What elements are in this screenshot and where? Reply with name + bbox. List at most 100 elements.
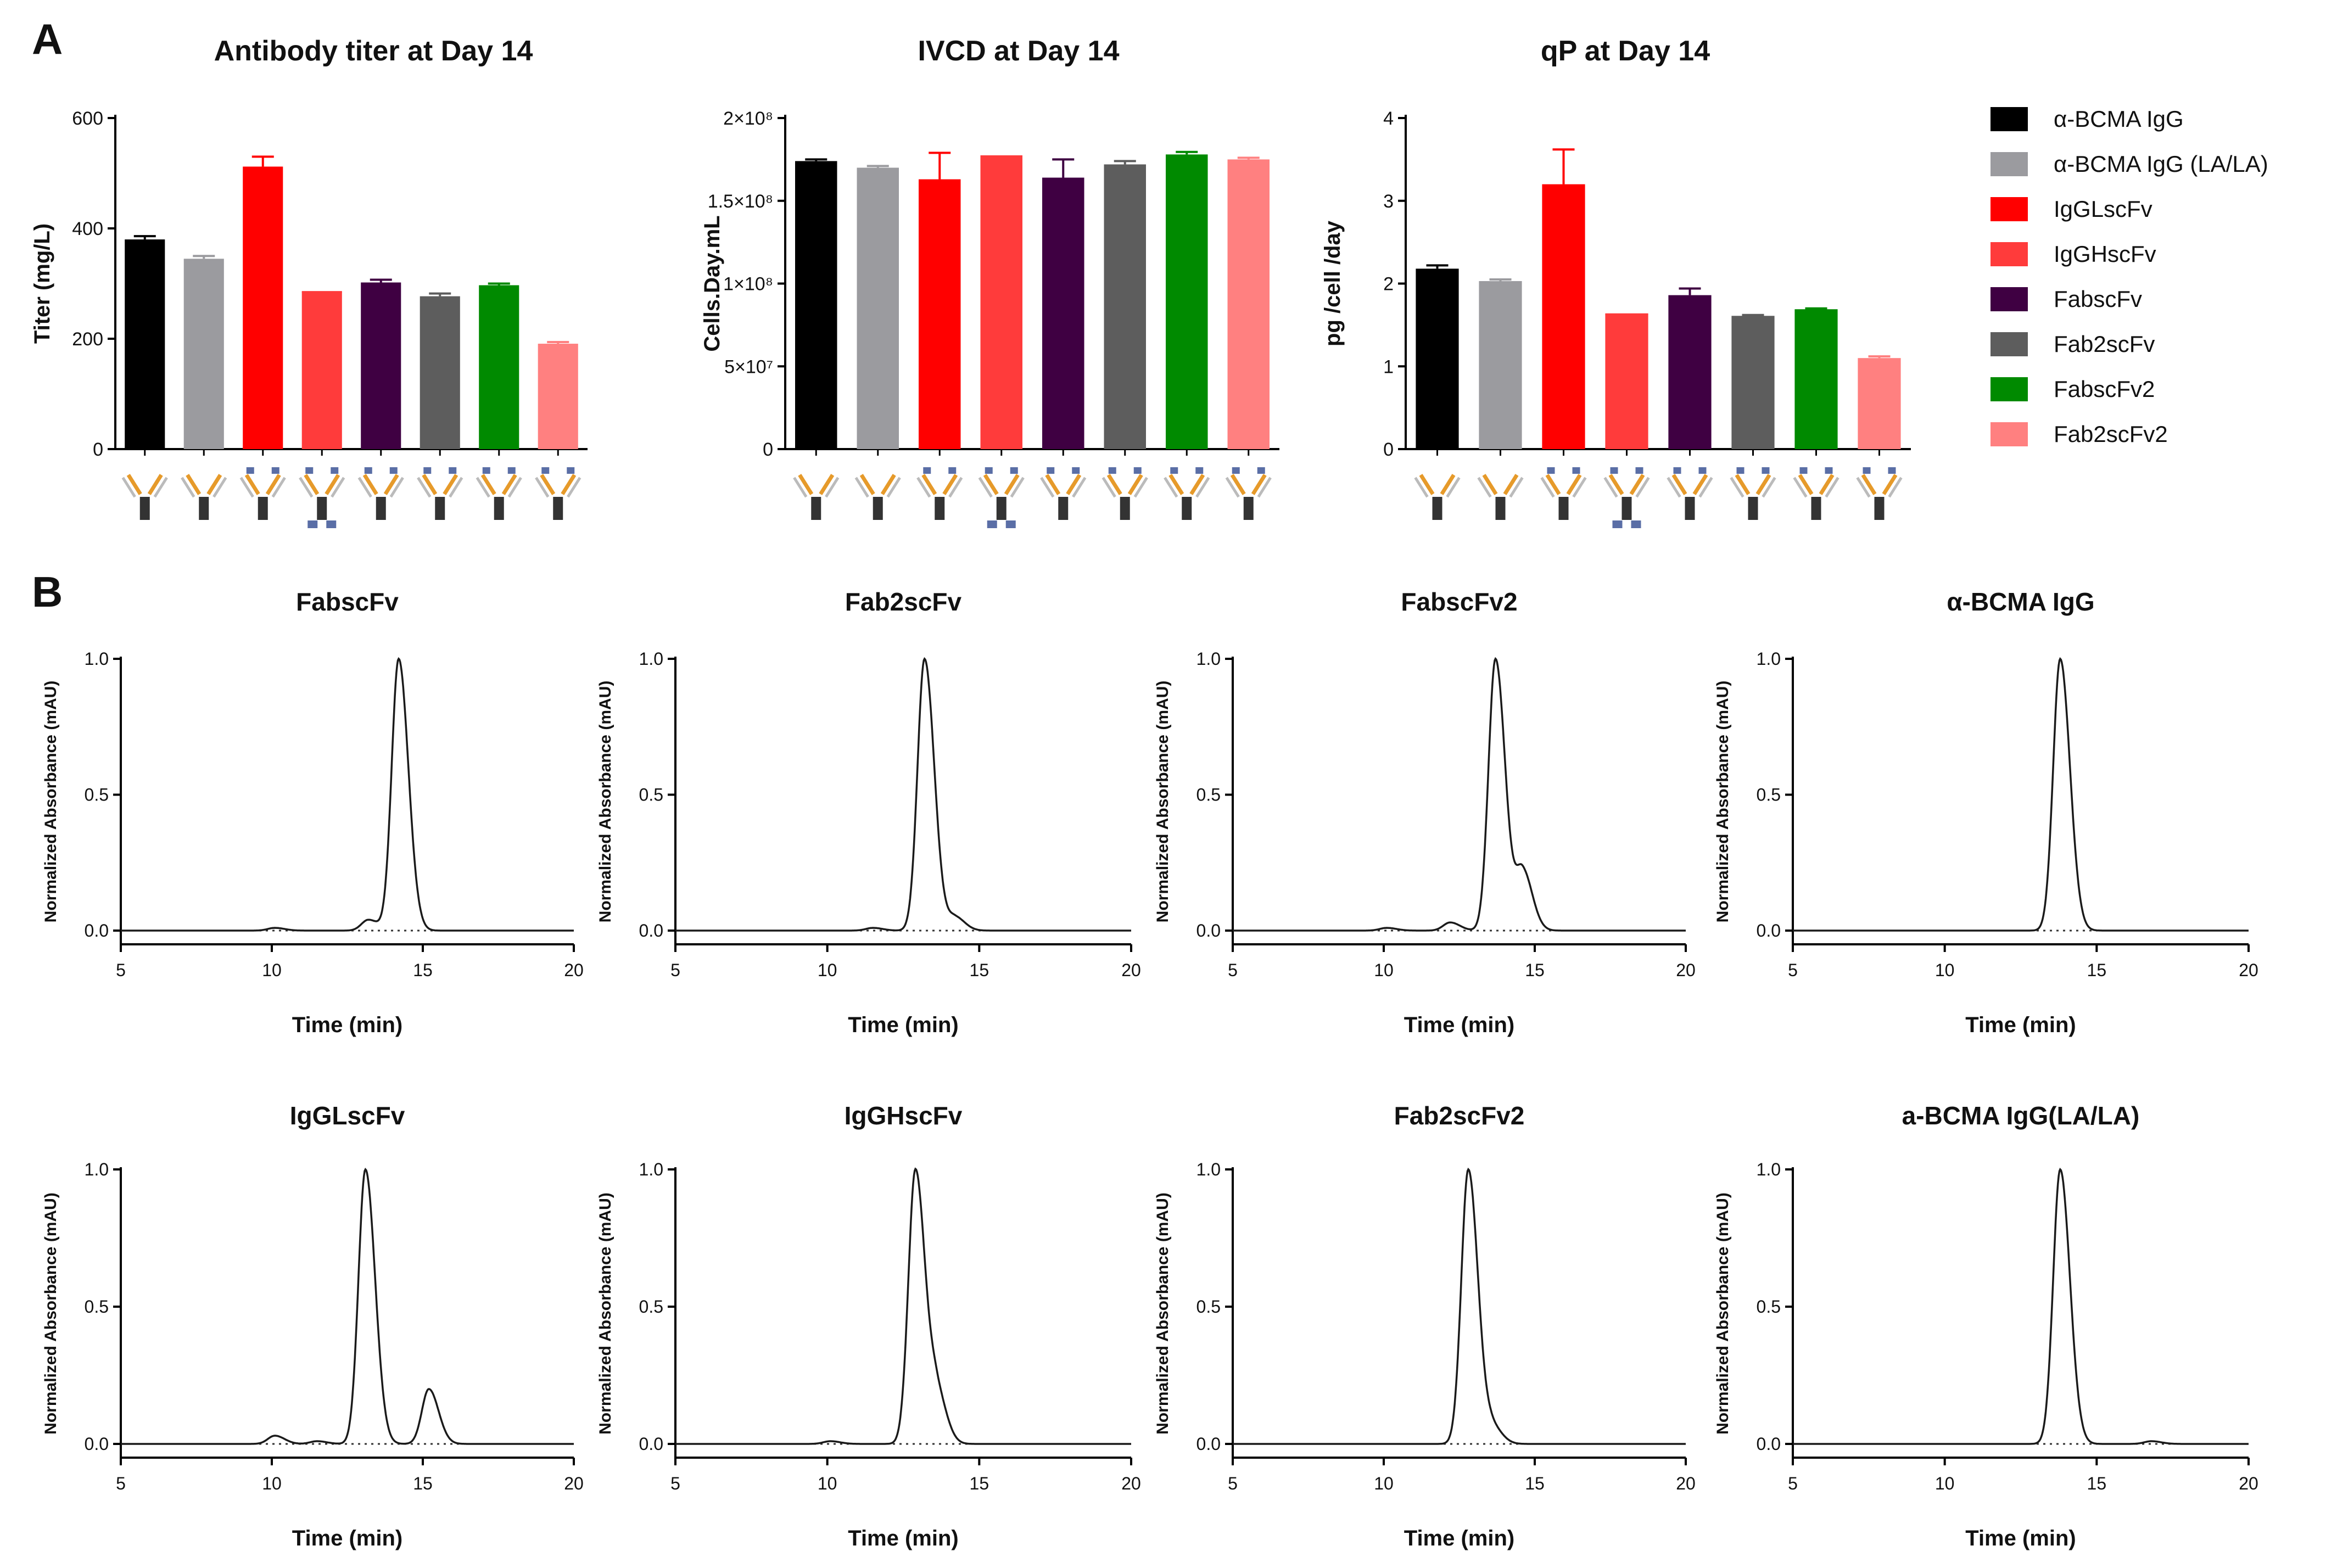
scfv-block-right xyxy=(1888,467,1896,474)
fab-light-right xyxy=(1446,477,1461,498)
fab-light-right xyxy=(1698,477,1713,498)
fab-arm-left xyxy=(1106,474,1122,495)
y-tick-label: 200 xyxy=(72,329,103,350)
fab-arm-right xyxy=(443,474,459,495)
x-tick-label: 5 xyxy=(1788,960,1798,980)
antibody-format-icon-2 xyxy=(239,467,286,520)
y-tick-label: 0.5 xyxy=(1757,785,1781,805)
fab-light-right xyxy=(153,477,168,498)
y-tick-label: 0.0 xyxy=(1757,1434,1781,1454)
fab-arm-left xyxy=(1482,474,1498,495)
scfv-block-right xyxy=(507,467,516,474)
fab-light-left xyxy=(1793,477,1808,498)
y-axis-label: Cells.Day.mL xyxy=(700,215,724,351)
bar-7 xyxy=(538,344,578,449)
fab-light-right xyxy=(1010,477,1025,498)
x-tick-label: 10 xyxy=(1935,1474,1955,1493)
y-tick-label: 5×10⁷ xyxy=(724,356,773,377)
x-tick-label: 10 xyxy=(1935,960,1955,980)
fc-stem xyxy=(317,497,327,520)
panel-letter-b: B xyxy=(32,568,63,616)
antibody-format-icon-7 xyxy=(535,467,582,520)
fab-arm-left xyxy=(304,474,320,495)
antibody-format-icon-2 xyxy=(1540,467,1587,520)
antibody-format-icon-4 xyxy=(357,467,404,520)
bar-6 xyxy=(479,285,519,449)
y-tick-label: 0.5 xyxy=(639,1297,663,1317)
fab-light-left xyxy=(417,477,432,498)
fab-light-left xyxy=(1414,477,1429,498)
fab-light-right xyxy=(1825,477,1839,498)
fab-light-left xyxy=(1164,477,1178,498)
x-tick-label: 10 xyxy=(1374,1474,1394,1493)
legend-swatch-4 xyxy=(1990,287,2028,311)
scfv-block-right xyxy=(1635,467,1643,474)
scfv-block-right xyxy=(1195,467,1204,474)
fab-arm-left xyxy=(798,474,814,495)
scfv-block-right xyxy=(567,467,575,474)
antibody-format-icon-7 xyxy=(1856,467,1903,520)
y-tick-label: 0.5 xyxy=(639,785,663,805)
legend-label-0: α-BCMA IgG xyxy=(2054,106,2184,132)
legend-swatch-5 xyxy=(1990,332,2028,356)
fc-stem xyxy=(1495,497,1506,520)
chromatogram-3: α-BCMA IgG Normalized Absorbance (mAU) Tim… xyxy=(1714,587,2258,1037)
scfv-block-bottom-right xyxy=(326,520,337,528)
chromatogram-2: FabscFv2 Normalized Absorbance (mAU) Time … xyxy=(1154,587,1696,1037)
y-axis-label: Normalized Absorbance (mAU) xyxy=(1154,1192,1172,1435)
fab-arm-left xyxy=(1798,474,1814,495)
bar-1 xyxy=(183,259,224,449)
bar-0 xyxy=(1416,268,1459,449)
scfv-block-right xyxy=(1072,467,1080,474)
fab-light-left xyxy=(1667,477,1681,498)
legend-label-2: IgGLscFv xyxy=(2054,196,2152,222)
fab-light-left xyxy=(1603,477,1618,498)
bar-4 xyxy=(1668,295,1712,449)
fab-light-right xyxy=(449,477,463,498)
fab-arm-right xyxy=(942,474,958,495)
x-tick-label: 5 xyxy=(116,1474,126,1493)
y-tick-label: 1.0 xyxy=(639,1160,663,1179)
fab-light-left xyxy=(978,477,993,498)
scfv-block-right xyxy=(389,467,398,474)
fab-arm-right xyxy=(1066,474,1082,495)
legend-swatch-1 xyxy=(1990,152,2028,176)
chromatogram-0: FabscFv Normalized Absorbance (mAU) Time (… xyxy=(42,587,584,1037)
scfv-block-right xyxy=(1762,467,1770,474)
fc-stem xyxy=(1558,497,1569,520)
y-tick-label: 2 xyxy=(1383,274,1394,295)
fab-arm-left xyxy=(1168,474,1184,495)
antibody-format-icon-5 xyxy=(1730,467,1776,520)
fab-arm-left xyxy=(983,474,999,495)
x-axis-label: Time (min) xyxy=(1965,1013,2076,1037)
fab-arm-right xyxy=(1755,474,1771,495)
fab-arm-left xyxy=(1671,474,1687,495)
fab-light-left xyxy=(121,477,136,498)
fc-stem xyxy=(258,497,268,520)
chart-title: IVCD at Day 14 xyxy=(918,35,1119,67)
antibody-format-icon-3 xyxy=(1603,467,1650,528)
y-tick-label: 0.5 xyxy=(1196,1297,1221,1317)
y-tick-label: 0.0 xyxy=(639,921,663,940)
fab-arm-left xyxy=(1735,474,1751,495)
fab-light-left xyxy=(299,477,314,498)
chart-title: qP at Day 14 xyxy=(1541,35,1710,67)
chromatogram-trace xyxy=(121,1167,574,1445)
antibody-format-icon-1 xyxy=(1477,474,1524,520)
chromatogram-title: IgGLscFv xyxy=(290,1101,405,1130)
scfv-block-left xyxy=(1232,467,1240,474)
bar-7 xyxy=(1858,358,1901,449)
fc-stem xyxy=(1120,497,1130,520)
fab-light-right xyxy=(1888,477,1903,498)
scfv-block-bottom-left xyxy=(307,520,318,528)
chromatogram-6: Fab2scFv2 Normalized Absorbance (mAU) Time… xyxy=(1154,1101,1696,1550)
antibody-format-icon-6 xyxy=(1164,467,1210,520)
y-axis-label: Titer (mg/L) xyxy=(30,223,54,344)
antibody-format-icon-5 xyxy=(1102,467,1148,520)
fab-arm-left xyxy=(540,474,556,495)
fab-arm-left xyxy=(1230,474,1246,495)
fab-arm-right xyxy=(325,474,340,495)
chromatogram-trace xyxy=(1793,657,2249,932)
legend-label-3: IgGHscFv xyxy=(2054,241,2156,267)
bar-5 xyxy=(1731,316,1775,449)
